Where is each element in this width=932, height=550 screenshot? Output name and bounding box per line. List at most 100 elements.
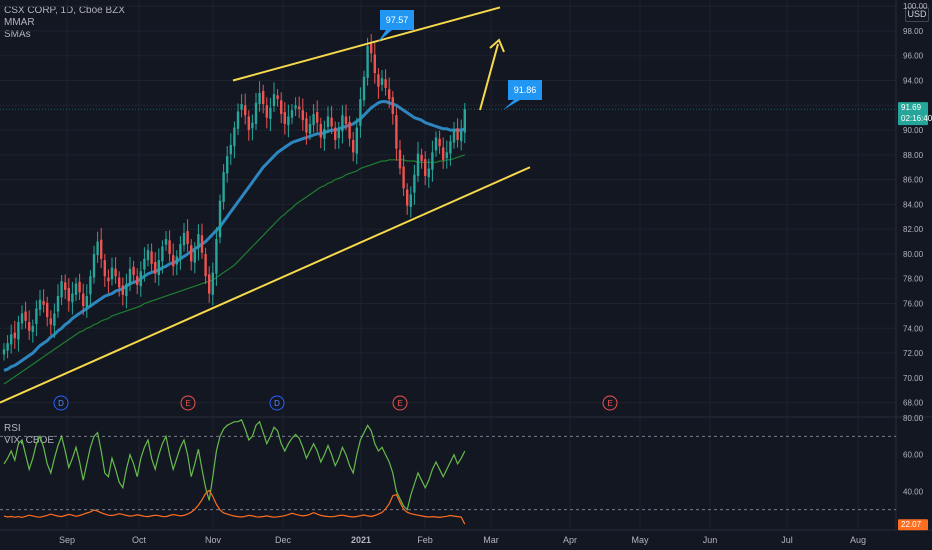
candle-body bbox=[150, 251, 153, 264]
candle-body bbox=[416, 153, 420, 176]
candle-body bbox=[218, 200, 222, 238]
moving-averages bbox=[3, 100, 466, 385]
candle-body bbox=[186, 231, 189, 245]
candle-body bbox=[269, 107, 272, 119]
time-tick-label: Aug bbox=[850, 535, 866, 545]
price-tick-label: 76.00 bbox=[903, 300, 924, 309]
candle-body bbox=[341, 115, 344, 132]
price-tick-label: 72.00 bbox=[903, 349, 924, 358]
candle-body bbox=[182, 232, 186, 246]
candle-body bbox=[301, 110, 304, 121]
candle-body bbox=[226, 156, 229, 174]
candle-body bbox=[125, 283, 128, 297]
rsi-indicator-label[interactable]: RSI bbox=[4, 423, 21, 434]
target-callout-bubble bbox=[503, 80, 542, 110]
candle-body bbox=[136, 276, 139, 285]
time-tick-label: Sep bbox=[59, 535, 75, 545]
candle-body bbox=[60, 281, 63, 298]
candle-body bbox=[290, 110, 294, 118]
candle-body bbox=[348, 122, 351, 139]
candle-body bbox=[118, 277, 121, 288]
price-tick-label: 70.00 bbox=[903, 374, 924, 383]
candle-body bbox=[200, 235, 204, 253]
price-tick-label: 84.00 bbox=[903, 200, 924, 209]
candle-body bbox=[49, 318, 52, 325]
projection-arrow-line bbox=[479, 43, 499, 111]
candle-body bbox=[46, 302, 49, 318]
candle-body bbox=[85, 296, 88, 308]
sma-indicator-label[interactable]: SMAs bbox=[4, 29, 31, 40]
candle-body bbox=[24, 311, 27, 321]
candle-body bbox=[28, 322, 31, 331]
candle-series bbox=[0, 34, 896, 361]
mmar-indicator-label[interactable]: MMAR bbox=[4, 17, 35, 28]
candle-body bbox=[370, 43, 373, 54]
candle-body bbox=[244, 105, 247, 116]
currency-button[interactable]: USD bbox=[905, 7, 929, 22]
candle-body bbox=[380, 78, 384, 85]
candle-body bbox=[10, 334, 13, 345]
projection-arrow-head bbox=[489, 38, 505, 53]
symbol-legend[interactable]: CSX CORP, 1D, Cboe BZX bbox=[4, 5, 125, 16]
candle-body bbox=[128, 268, 132, 285]
candle-body bbox=[236, 111, 240, 129]
candle-body bbox=[110, 267, 114, 280]
peak-callout-label: 97.57 bbox=[386, 15, 409, 25]
candle-body bbox=[276, 95, 279, 100]
candle-body bbox=[132, 266, 135, 276]
indicator-tick-label: 80.00 bbox=[903, 414, 924, 423]
dividend-marker-label: D bbox=[58, 399, 64, 408]
candle-body bbox=[42, 301, 45, 305]
rsi-line bbox=[3, 418, 466, 511]
candle-body bbox=[251, 122, 254, 129]
candle-body bbox=[215, 239, 218, 274]
candle-body bbox=[420, 154, 423, 162]
time-tick-label: May bbox=[631, 535, 649, 545]
vix-indicator-label[interactable]: VIX, CBOE bbox=[4, 435, 55, 446]
vix-value-tag bbox=[898, 519, 928, 531]
time-tick-label: Mar bbox=[483, 535, 499, 545]
candle-body bbox=[377, 74, 380, 87]
candle-body bbox=[262, 91, 265, 105]
candle-body bbox=[208, 274, 211, 294]
candle-body bbox=[6, 343, 9, 351]
candle-body bbox=[31, 325, 34, 332]
candle-body bbox=[175, 256, 178, 265]
candle-body bbox=[258, 92, 261, 105]
candle-body bbox=[316, 112, 319, 123]
price-tick-label: 80.00 bbox=[903, 250, 924, 259]
candle-body bbox=[20, 313, 24, 324]
candle-body bbox=[78, 281, 81, 293]
candle-body bbox=[157, 260, 160, 276]
candle-body bbox=[413, 174, 416, 193]
candle-body bbox=[319, 123, 322, 138]
indicator-tick-label: 60.00 bbox=[903, 451, 924, 460]
indicator-tick-label: 40.00 bbox=[903, 487, 924, 496]
candle-body bbox=[146, 250, 150, 261]
candle-body bbox=[359, 99, 362, 126]
earnings-marker bbox=[602, 395, 618, 411]
candle-body bbox=[161, 246, 164, 262]
time-tick-label: Jun bbox=[703, 535, 718, 545]
candle-body bbox=[355, 127, 358, 154]
earnings-marker bbox=[180, 395, 196, 411]
candle-body bbox=[121, 285, 124, 295]
candle-body bbox=[143, 258, 146, 270]
price-tick-label: 90.00 bbox=[903, 126, 924, 135]
candle-body bbox=[398, 149, 402, 169]
price-tick-label: 82.00 bbox=[903, 225, 924, 234]
dividend-marker bbox=[53, 395, 69, 411]
dividend-marker bbox=[269, 395, 285, 411]
candle-body bbox=[384, 79, 387, 88]
price-tick-label: 88.00 bbox=[903, 151, 924, 160]
candle-body bbox=[434, 137, 438, 151]
price-tick-label: 100.00 bbox=[903, 2, 928, 11]
candle-body bbox=[139, 271, 142, 287]
candle-body bbox=[395, 115, 398, 149]
candle-body bbox=[427, 168, 430, 178]
candle-body bbox=[406, 189, 409, 206]
candle-body bbox=[96, 241, 99, 256]
time-tick-label: Dec bbox=[275, 535, 292, 545]
rsi-vix-pane bbox=[0, 418, 896, 525]
